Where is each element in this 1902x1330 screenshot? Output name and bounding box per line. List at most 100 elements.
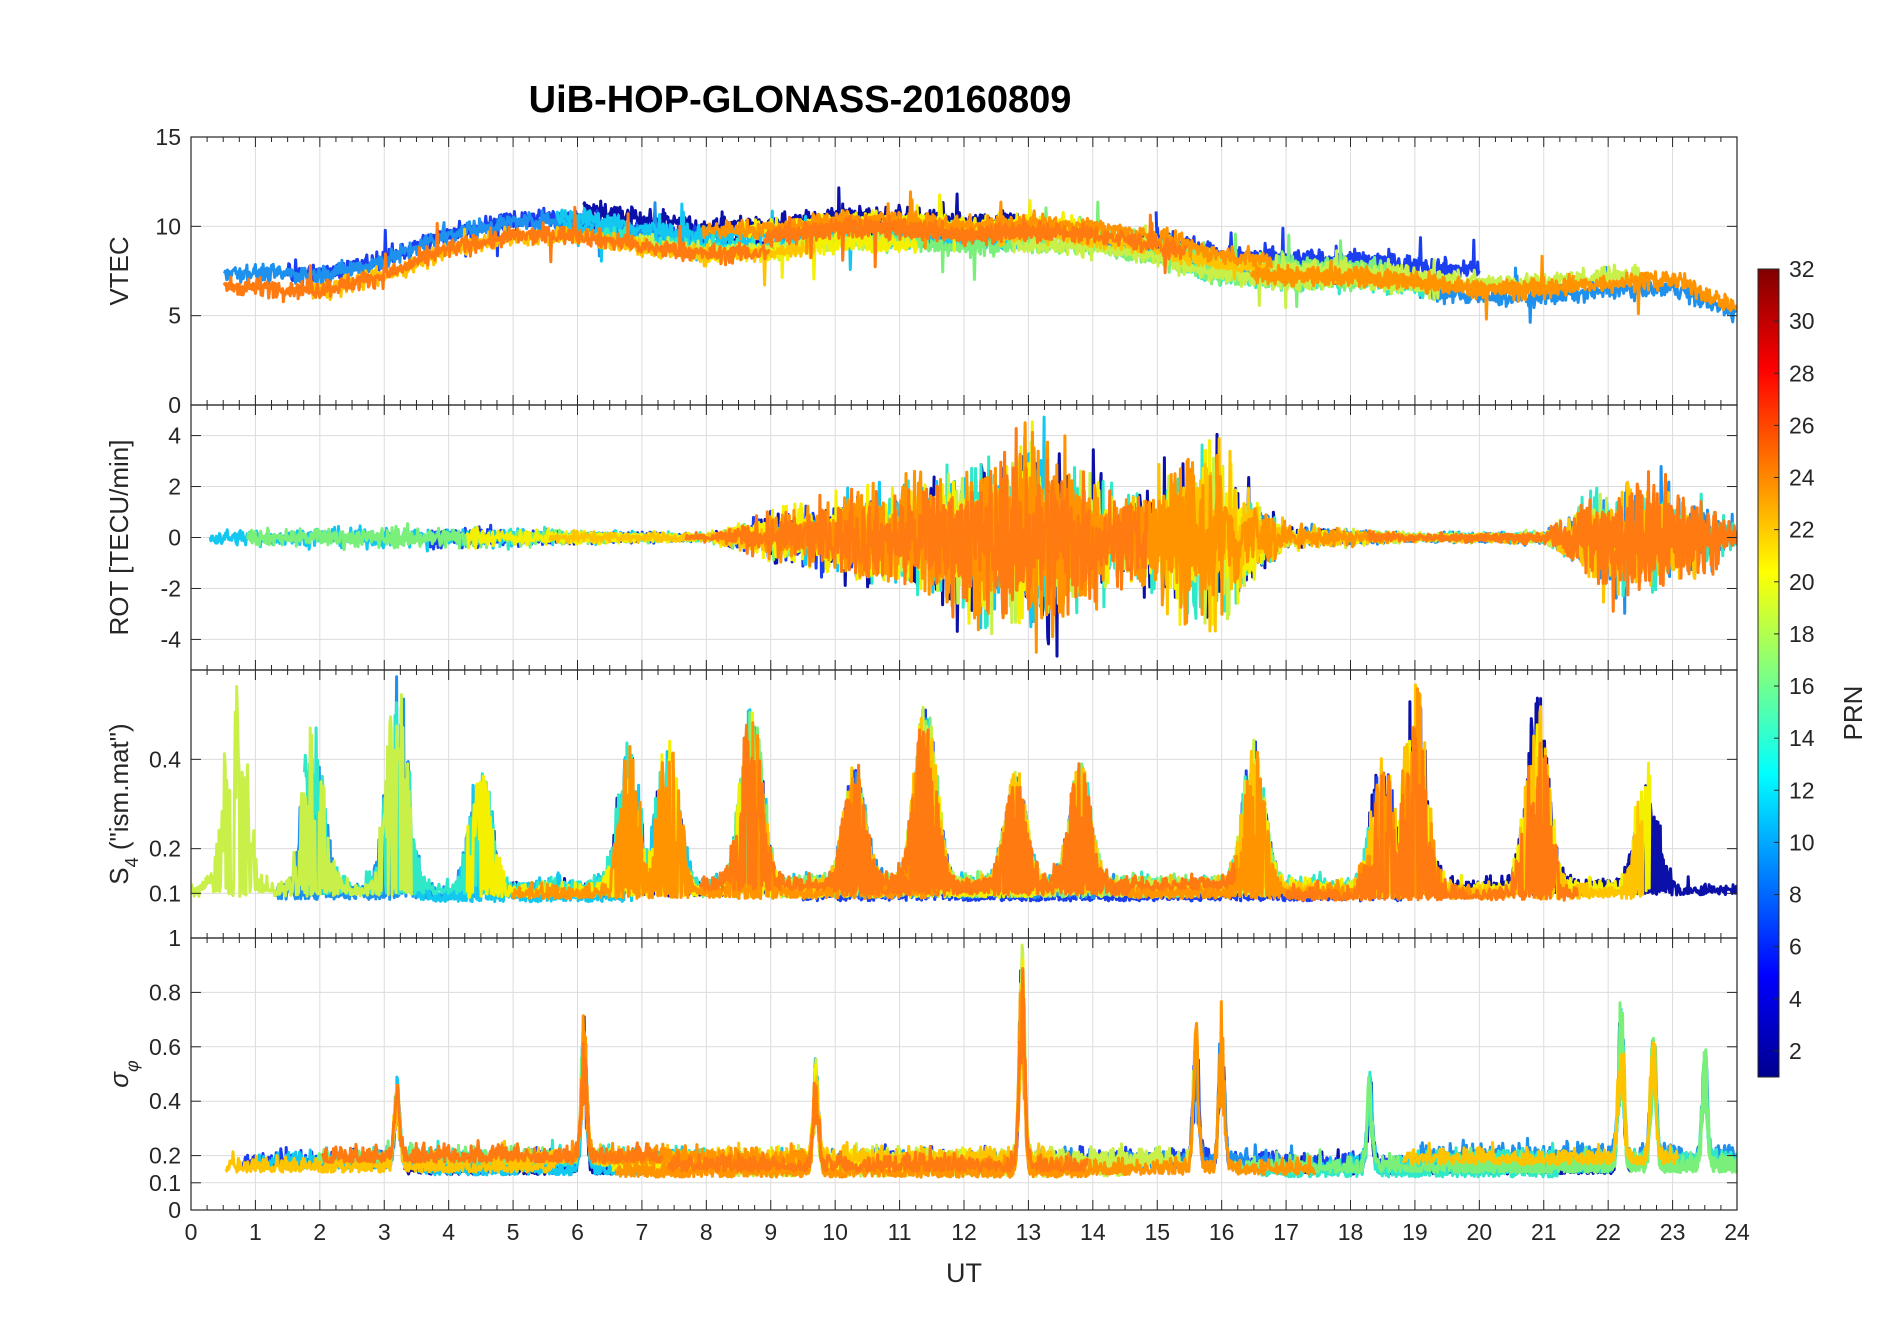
prn-series-line <box>1011 224 1442 307</box>
colorbar-tick-label: 28 <box>1789 360 1815 386</box>
x-tick-label: 14 <box>1080 1219 1106 1245</box>
x-tick-label: 10 <box>822 1219 848 1245</box>
prn-series-line <box>246 522 491 552</box>
prn-series-line <box>1154 211 1481 291</box>
prn-series-line <box>698 723 1237 892</box>
prn-series-line <box>1249 254 1576 321</box>
prn-series-line <box>841 943 1172 1170</box>
colorbar-label: PRN <box>1838 686 1868 741</box>
colorbar-tick-label: 26 <box>1789 412 1815 438</box>
x-tick-label: 16 <box>1209 1219 1235 1245</box>
prn-series-line <box>737 970 1197 1167</box>
y-tick-label: 0.4 <box>149 746 181 772</box>
x-tick-label: 17 <box>1273 1219 1299 1245</box>
y-tick-label: 1 <box>168 925 181 951</box>
x-tick-label: 22 <box>1595 1219 1621 1245</box>
colorbar-tick-label: 22 <box>1789 517 1815 543</box>
prn-series-line <box>320 1042 663 1164</box>
x-axis-label: UT <box>946 1258 982 1288</box>
x-tick-label: 13 <box>1016 1219 1042 1245</box>
y-tick-label: -2 <box>161 575 181 601</box>
series-group <box>191 675 1737 904</box>
prn-series-line <box>222 205 771 304</box>
y-tick-label: 15 <box>155 124 181 150</box>
colorbar-tick-label: 24 <box>1789 465 1815 491</box>
colorbar-tick-label: 20 <box>1789 569 1815 595</box>
x-tick-label: 9 <box>764 1219 777 1245</box>
prn-series-line <box>1461 697 1737 897</box>
prn-series-line <box>684 427 1149 620</box>
y-tick-label: -4 <box>161 626 182 652</box>
y-tick-label: 10 <box>155 213 181 239</box>
prn-series-line <box>316 1029 607 1166</box>
x-tick-label: 5 <box>507 1219 520 1245</box>
grid-lines <box>190 136 1738 406</box>
prn-series-line <box>1402 1041 1680 1167</box>
x-tick-label: 3 <box>378 1219 391 1245</box>
y-axis-label: σφ <box>104 1060 142 1088</box>
colorbar-tick-label: 2 <box>1789 1038 1802 1064</box>
y-axis-label: VTEC <box>104 236 134 305</box>
colorbar-tick-label: 30 <box>1789 308 1815 334</box>
x-tick-label: 18 <box>1338 1219 1364 1245</box>
x-tick-label: 20 <box>1467 1219 1493 1245</box>
x-tick-label: 11 <box>888 1219 912 1245</box>
x-tick-label: 12 <box>951 1219 977 1245</box>
y-tick-label: 0.4 <box>149 1088 181 1114</box>
y-tick-label: 0.8 <box>149 979 181 1005</box>
x-tick-label: 8 <box>700 1219 713 1245</box>
y-tick-label: 4 <box>168 423 181 449</box>
prn-series-line <box>1262 714 1652 896</box>
y-tick-label: 0 <box>168 1197 181 1223</box>
colorbar-tick-label: 14 <box>1789 725 1815 751</box>
vtec-panel: 0 5 10 15 VTEC <box>104 124 1738 418</box>
colorbar-gradient <box>1757 268 1780 1078</box>
x-tick-label: 1 <box>249 1219 262 1245</box>
series-group <box>224 943 1737 1179</box>
x-tick-label: 7 <box>636 1219 649 1245</box>
prn-series-line <box>1367 470 1737 591</box>
y-tick-label: 5 <box>168 303 181 329</box>
y-tick-label: 0.6 <box>149 1034 181 1060</box>
colorbar-tick-label: 6 <box>1789 934 1802 960</box>
colorbar-tick-label: 4 <box>1789 986 1802 1012</box>
x-tick-label: 23 <box>1660 1219 1686 1245</box>
y-tick-label: 0 <box>168 525 181 551</box>
x-tick-label: 15 <box>1144 1219 1170 1245</box>
y-tick-label: 0.1 <box>149 1170 181 1196</box>
prn-series-line <box>567 1014 815 1166</box>
rot-panel: -4 -2 0 2 4 ROT [TECU/min] <box>104 404 1738 671</box>
colorbar-tick-label: 16 <box>1789 673 1815 699</box>
prn-series-line <box>191 685 414 898</box>
y-tick-label: 0.1 <box>149 880 181 906</box>
x-tick-label: 2 <box>313 1219 326 1245</box>
y-axis-label: S4 ("ism.mat") <box>104 723 142 884</box>
y-tick-label: 0 <box>168 392 181 418</box>
figure-title: UiB-HOP-GLONASS-20160809 <box>529 79 1072 121</box>
series-group <box>222 186 1737 324</box>
colorbar-tick-label: 18 <box>1789 621 1815 647</box>
x-tick-label: 6 <box>571 1219 584 1245</box>
prn-series-line <box>762 213 1052 269</box>
prn-series-line <box>930 966 1316 1176</box>
prn-series-line <box>1419 1025 1737 1164</box>
x-tick-label: 21 <box>1531 1219 1557 1245</box>
y-tick-label: 0.2 <box>149 836 181 862</box>
prn-series-line <box>1284 727 1579 902</box>
colorbar-tick-label: 32 <box>1789 256 1815 282</box>
y-tick-label: 2 <box>168 474 181 500</box>
x-tick-label: 24 <box>1724 1219 1750 1245</box>
prn-series-line <box>667 968 1089 1173</box>
colorbar-tick-label: 8 <box>1789 882 1802 908</box>
prn-series-line <box>516 708 1063 893</box>
y-axis-label: ROT [TECU/min] <box>104 440 134 636</box>
colorbar-tick-label: 12 <box>1789 777 1815 803</box>
colorbar-tick-label: 10 <box>1789 829 1815 855</box>
series-group <box>208 415 1737 658</box>
s4-panel: 0.1 0.2 0.4 S4 ("ism.mat") <box>104 669 1738 939</box>
x-tick-label: 4 <box>442 1219 455 1245</box>
prn-series-line <box>1083 758 1372 892</box>
